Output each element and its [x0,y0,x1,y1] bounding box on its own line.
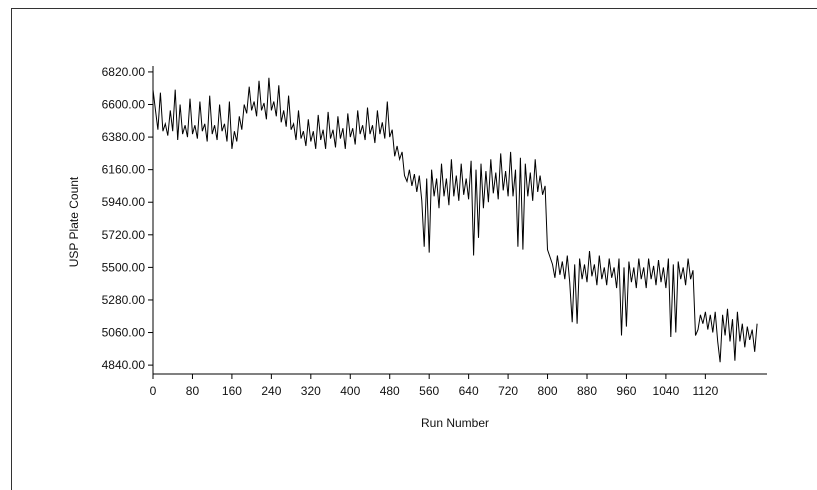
y-tick-label: 6820.00 [102,65,146,79]
x-tick-label: 320 [301,384,321,398]
y-tick-label: 6600.00 [102,98,146,112]
x-tick-label: 1040 [653,384,680,398]
y-tick-label: 5280.00 [102,293,146,307]
x-tick-label: 400 [340,384,360,398]
x-tick-label: 0 [150,384,157,398]
x-tick-label: 560 [419,384,439,398]
x-tick-label: 800 [538,384,558,398]
x-tick-label: 720 [498,384,518,398]
x-tick-label: 240 [261,384,281,398]
x-tick-label: 80 [186,384,200,398]
plot-area [152,77,758,363]
x-tick-label: 160 [222,384,242,398]
x-tick-label: 880 [577,384,597,398]
y-tick-label: 5720.00 [102,228,146,242]
x-axis: 0 80 160 240 320 400 480 560 640 720 800 880 960 1040… [150,373,767,398]
chart-frame [11,8,817,490]
y-tick-label: 5060.00 [102,326,146,340]
x-tick-label: 480 [380,384,400,398]
y-tick-label: 4840.00 [102,358,146,372]
series-line [152,77,758,363]
x-tick-label: 1120 [692,384,718,398]
y-axis: 4840.00 5060.00 5280.00 5500.00 5720.00 5940.… [102,65,154,374]
y-tick-label: 5500.00 [102,260,146,274]
x-tick-label: 960 [616,384,636,398]
y-axis-label: USP Plate Count [67,176,81,267]
y-tick-label: 6380.00 [102,130,146,144]
x-tick-label: 640 [459,384,479,398]
x-axis-label: Run Number [421,416,489,430]
y-tick-label: 6160.00 [102,163,146,177]
y-tick-label: 5940.00 [102,195,146,209]
